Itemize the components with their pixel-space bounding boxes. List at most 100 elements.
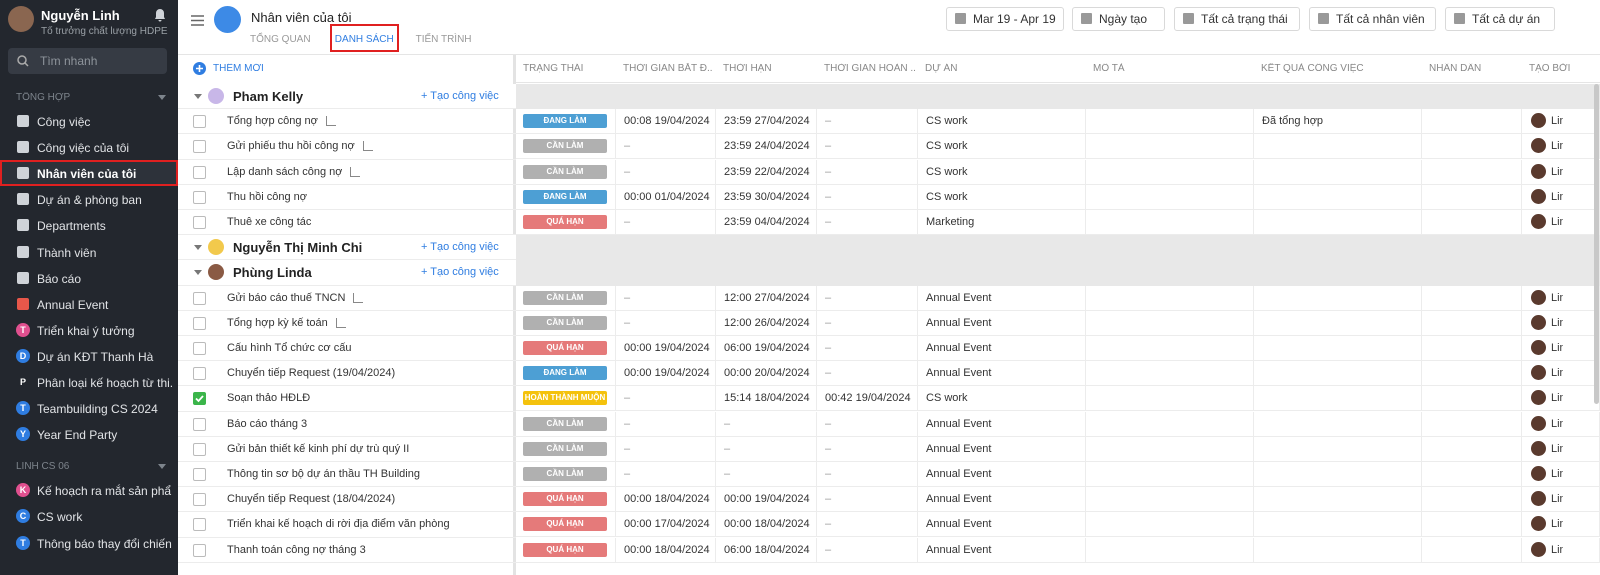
table-cell <box>1254 361 1422 387</box>
task-name[interactable]: Cấu hình Tổ chức cơ cấu <box>227 342 352 354</box>
filter-button[interactable]: Tất cả trạng thái <box>1174 7 1300 31</box>
task-name[interactable]: Báo cáo tháng 3 <box>227 417 308 430</box>
user-avatar[interactable] <box>8 6 34 32</box>
table-cell <box>716 336 817 361</box>
task-checkbox[interactable] <box>193 216 206 229</box>
task-name[interactable]: Gửi phiếu thu hồi công nợ <box>227 140 355 153</box>
task-checkbox[interactable] <box>193 291 206 305</box>
task-row[interactable] <box>178 538 516 563</box>
task-name[interactable]: Chuyển tiếp Request (19/04/2024) <box>227 367 396 380</box>
group-toggle[interactable] <box>194 245 202 251</box>
task-name[interactable]: Gửi báo cáo thuế TNCN <box>227 291 346 304</box>
task-checkbox[interactable] <box>193 392 206 406</box>
section-toggle[interactable] <box>158 95 166 100</box>
task-checkbox[interactable] <box>193 493 206 507</box>
task-name[interactable]: Tổng hợp công nợ <box>227 115 318 128</box>
task-name[interactable]: Thanh toán công nợ tháng 3 <box>227 543 366 556</box>
task-checkbox[interactable] <box>193 543 206 557</box>
task-row[interactable] <box>178 160 516 185</box>
filter-button[interactable]: Tất cả nhân viên <box>1309 7 1436 31</box>
cell-text: – <box>825 291 832 304</box>
task-checkbox[interactable] <box>193 316 206 330</box>
task-checkbox[interactable] <box>193 468 206 481</box>
table-cell <box>716 537 817 563</box>
creator-name: Linh <box>1551 316 1563 329</box>
task-checkbox[interactable] <box>193 442 206 456</box>
task-row[interactable] <box>178 185 516 210</box>
cell-text: – <box>825 417 832 430</box>
task-name[interactable]: Chuyển tiếp Request (18/04/2024) <box>227 493 396 506</box>
bell-icon[interactable] <box>154 8 166 22</box>
add-icon[interactable] <box>193 62 206 75</box>
task-row[interactable] <box>178 386 516 412</box>
task-row[interactable] <box>178 361 516 387</box>
check-mark <box>195 395 204 403</box>
cell-text: – <box>825 543 832 556</box>
nav-item[interactable] <box>0 160 178 187</box>
filter-button[interactable]: Mar 19 - Apr 19 <box>946 7 1064 31</box>
tab[interactable]: DANH SÁCH <box>329 24 399 52</box>
sidebar: Nguyễn Linh Tổ trưởng chất lượng HDPE Tì… <box>0 0 178 575</box>
creator-name: Linh <box>1551 165 1563 178</box>
tab[interactable]: TỔNG QUAN <box>250 34 311 45</box>
task-row[interactable] <box>178 437 516 462</box>
task-row[interactable] <box>178 109 516 135</box>
task-name[interactable]: Soạn thảo HĐLĐ <box>227 392 311 405</box>
task-row[interactable] <box>178 134 516 160</box>
task-checkbox[interactable] <box>193 417 206 431</box>
cell-text: Annual Event <box>926 342 992 354</box>
task-name[interactable]: Tổng hợp kỳ kế toán <box>227 316 328 329</box>
cell-text: CS work <box>926 392 968 405</box>
task-row[interactable] <box>178 512 516 538</box>
creator-name: Linh <box>1551 367 1563 380</box>
task-name[interactable]: Thu hồi công nợ <box>227 190 307 203</box>
create-task-link[interactable]: + Tạo công việc <box>421 241 499 254</box>
table-cell <box>817 512 918 538</box>
filter-button[interactable]: Ngày tạo <box>1072 7 1165 31</box>
nav-label: Thông báo thay đổi chiến... <box>37 536 172 551</box>
cell-text: Annual Event <box>926 417 992 430</box>
group-toggle[interactable] <box>194 94 202 99</box>
table-cell <box>1086 462 1254 487</box>
task-checkbox[interactable] <box>193 342 206 355</box>
task-row[interactable] <box>178 210 516 236</box>
table-cell <box>516 512 616 538</box>
task-name[interactable]: Lập danh sách công nợ <box>227 165 343 178</box>
task-name[interactable]: Thông tin sơ bộ dự án thầu TH Building <box>227 468 420 480</box>
nav-icon <box>17 193 29 206</box>
task-row[interactable] <box>178 311 516 336</box>
task-name[interactable]: Thuê xe công tác <box>227 216 312 228</box>
table-cell <box>1422 361 1522 387</box>
cell-text: – <box>724 468 731 480</box>
table-cell <box>918 512 1086 538</box>
create-task-link[interactable]: + Tạo công việc <box>421 90 499 102</box>
table-cell <box>1422 109 1522 135</box>
column-header: TRẠNG THÁI <box>523 63 584 74</box>
task-checkbox[interactable] <box>193 140 206 154</box>
task-row[interactable] <box>178 462 516 488</box>
menu-icon[interactable] <box>191 15 204 26</box>
task-row[interactable] <box>178 286 516 311</box>
task-row[interactable] <box>178 336 516 362</box>
group-toggle[interactable] <box>194 270 202 276</box>
task-checkbox[interactable] <box>193 367 206 381</box>
task-checkbox[interactable] <box>193 190 206 204</box>
task-row[interactable] <box>178 487 516 513</box>
task-row[interactable] <box>178 412 516 437</box>
filter-button[interactable]: Tất cả dự án <box>1445 7 1555 31</box>
task-checkbox[interactable] <box>193 165 206 179</box>
group-name: Nguyễn Thị Minh Chi <box>233 240 363 256</box>
search-box[interactable]: Tìm nhanh <box>8 48 167 74</box>
tab[interactable]: TIẾN TRÌNH <box>415 34 472 45</box>
table-cell <box>616 184 716 210</box>
task-name[interactable]: Gửi bản thiết kế kinh phí dự trù quý II <box>227 442 410 455</box>
table-cell <box>716 184 817 210</box>
section-toggle[interactable] <box>158 464 166 470</box>
create-task-link[interactable]: + Tạo công việc <box>421 266 499 279</box>
cell-text: 12:00 26/04/2024 <box>724 316 810 329</box>
add-new-button[interactable]: THÊM MỚI <box>213 63 264 74</box>
task-name[interactable]: Triển khai kế hoạch di rời địa điểm văn … <box>227 518 450 531</box>
task-checkbox[interactable] <box>193 518 206 532</box>
task-checkbox[interactable] <box>193 115 206 129</box>
table-cell <box>817 386 918 412</box>
